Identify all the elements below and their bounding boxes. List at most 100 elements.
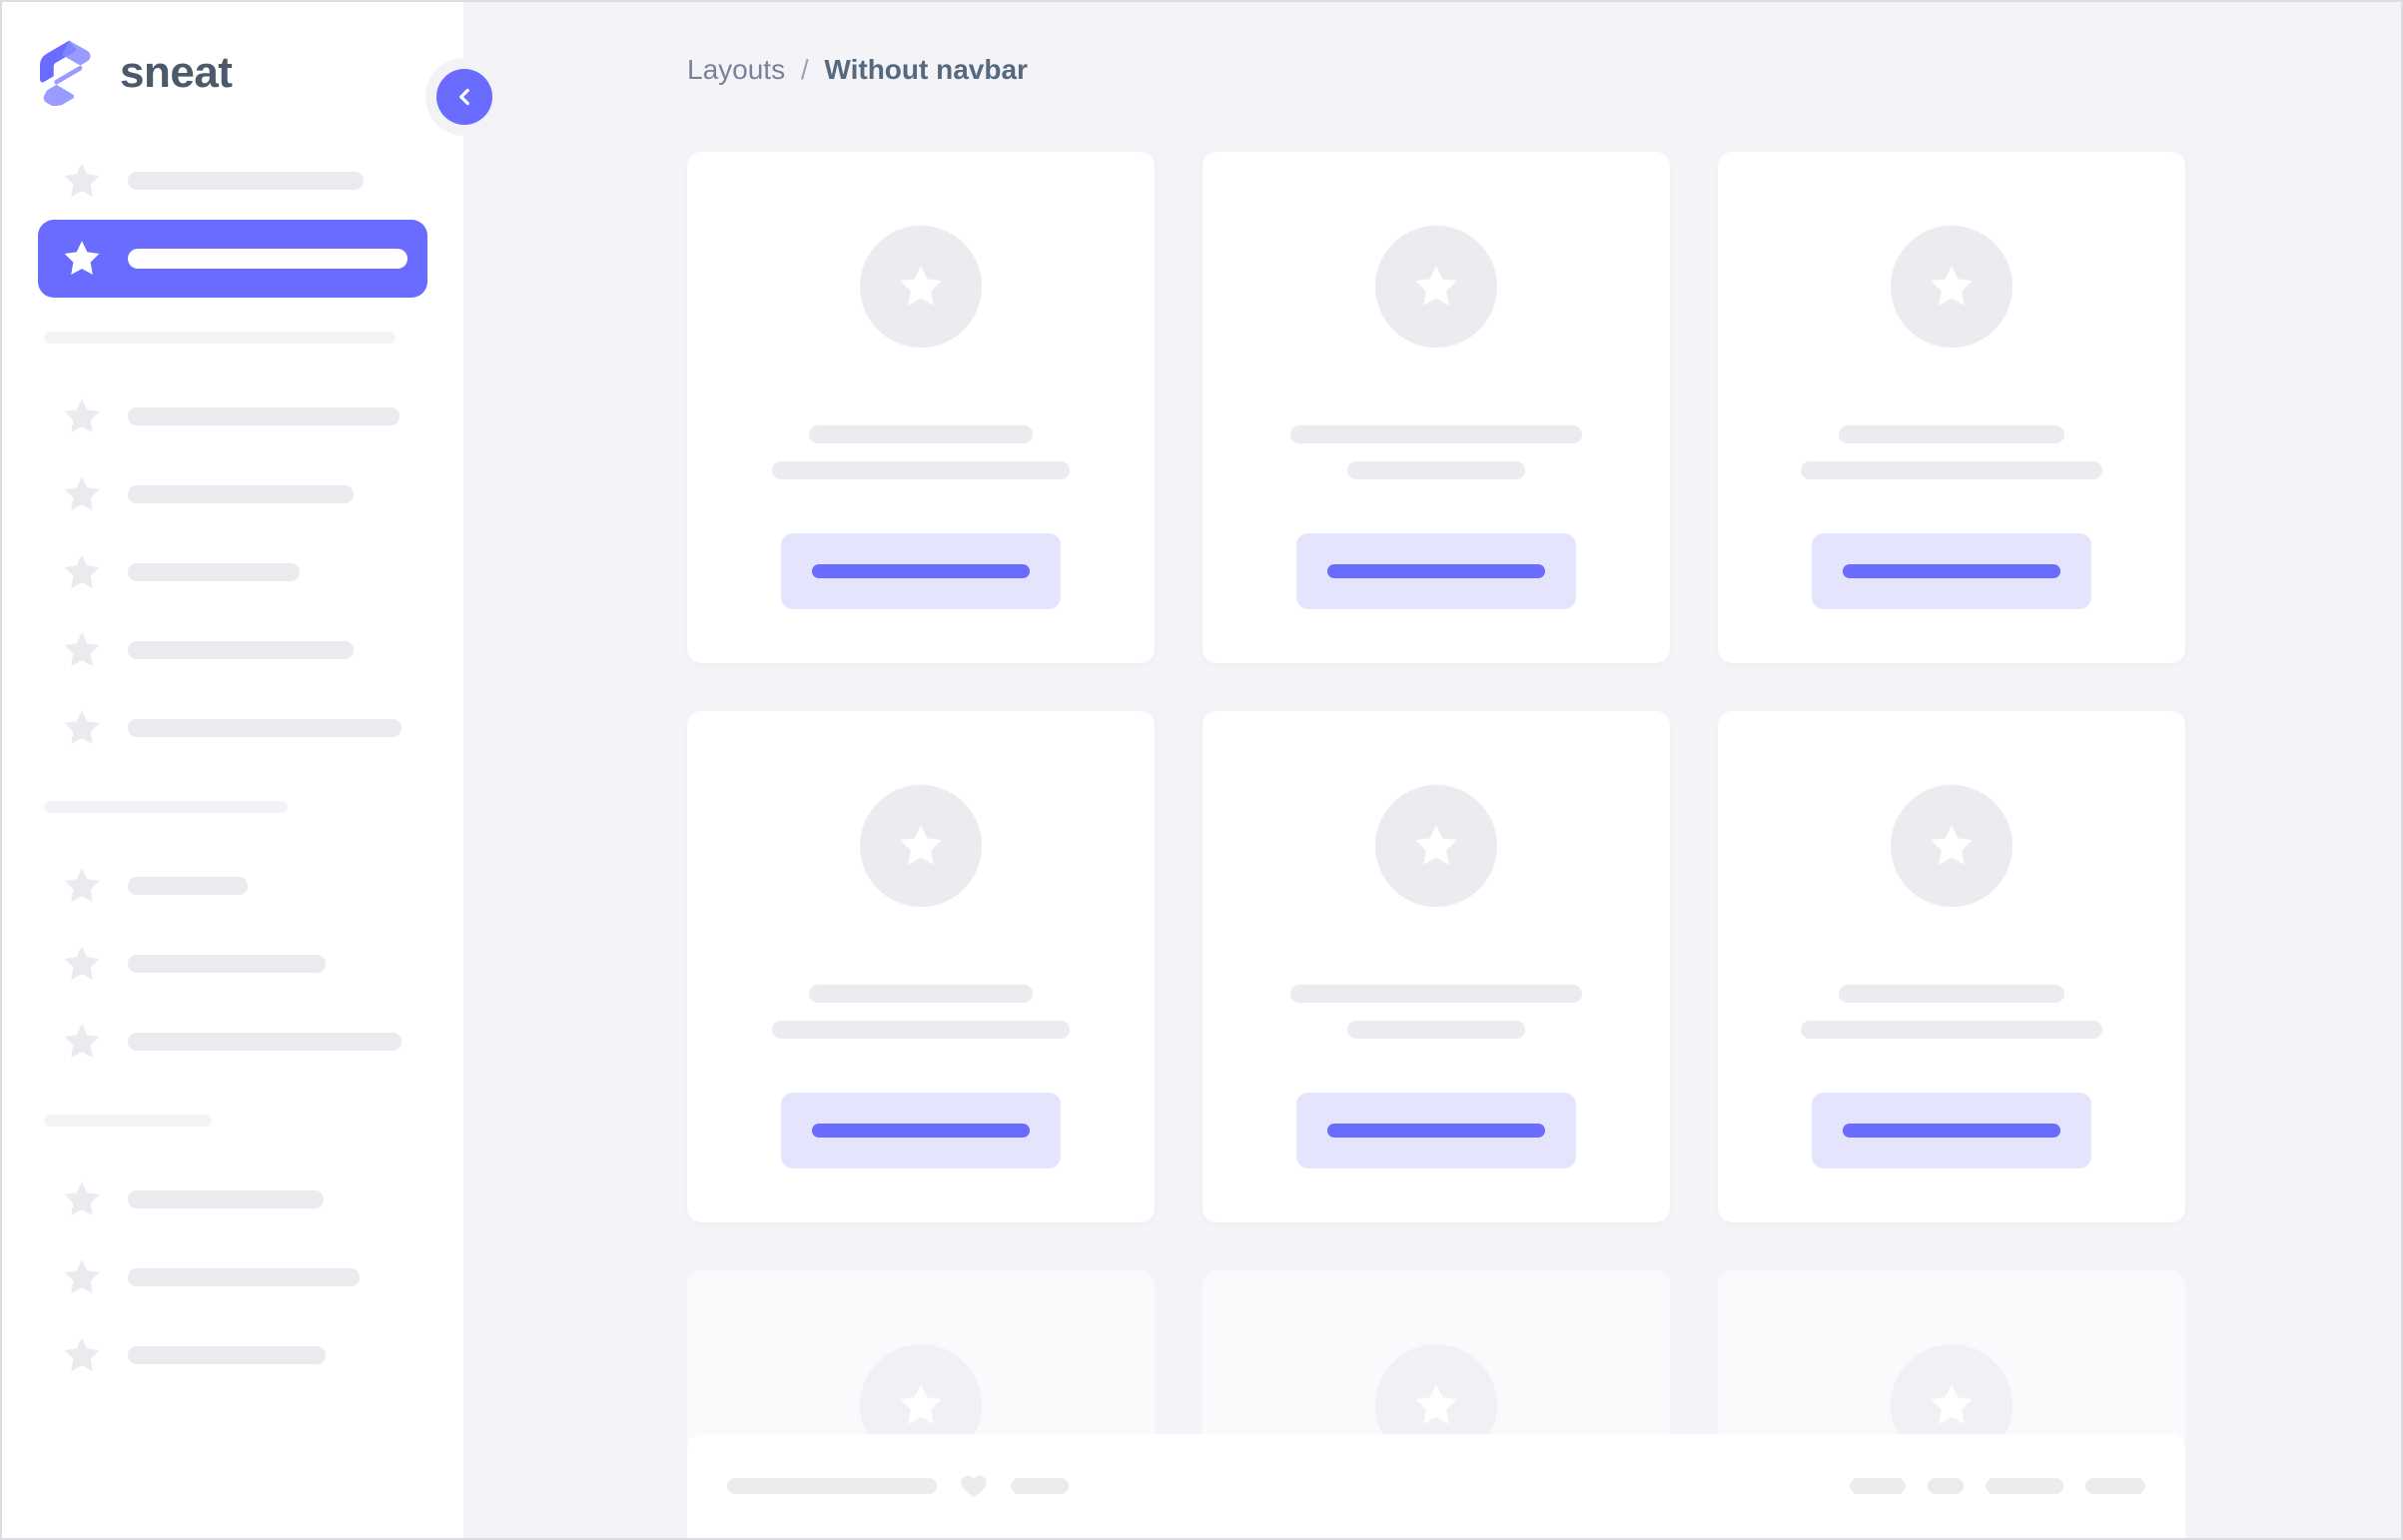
card-button-label-placeholder: [1327, 1124, 1545, 1138]
card-avatar: [1375, 226, 1497, 348]
sidebar-item-label-placeholder: [128, 249, 407, 269]
card-title-placeholder: [1839, 425, 2064, 443]
star-icon: [1926, 820, 1978, 872]
card-button-label-placeholder: [1843, 564, 2060, 578]
sidebar-item[interactable]: [38, 455, 427, 533]
card-button-label-placeholder: [1327, 564, 1545, 578]
sidebar-item-label-placeholder: [128, 407, 400, 425]
sidebar-item-active[interactable]: [38, 220, 427, 298]
card-subtitle-placeholder: [772, 461, 1070, 479]
card-action-button[interactable]: [781, 1093, 1061, 1168]
card-avatar: [1891, 226, 2012, 348]
card-title-placeholder: [1839, 985, 2064, 1003]
card-row: [687, 711, 2185, 1222]
heart-icon: [959, 1471, 989, 1501]
card-title-placeholder: [1290, 985, 1582, 1003]
brand[interactable]: sneat: [40, 40, 233, 106]
menu-spacer: [2, 1081, 463, 1115]
star-icon: [60, 472, 104, 516]
card-action-button[interactable]: [1812, 1093, 2091, 1168]
star-icon: [60, 628, 104, 672]
skeleton-card[interactable]: [687, 711, 1155, 1222]
sidebar-item[interactable]: [38, 1003, 427, 1081]
card-avatar: [860, 226, 982, 348]
card-button-label-placeholder: [1843, 1124, 2060, 1138]
sidebar-item[interactable]: [38, 847, 427, 925]
menu-spacer: [2, 1127, 463, 1160]
brand-name: sneat: [120, 48, 233, 97]
star-icon: [60, 864, 104, 908]
sidebar-item[interactable]: [38, 1238, 427, 1316]
card-action-button[interactable]: [1296, 533, 1576, 609]
card-subtitle-placeholder: [772, 1021, 1070, 1039]
sidebar-item[interactable]: [38, 378, 427, 455]
sidebar-item-label-placeholder: [128, 641, 354, 659]
footer-text-placeholder: [1011, 1478, 1069, 1494]
star-icon: [60, 1020, 104, 1064]
footer-right-group: [1850, 1478, 2145, 1494]
menu-spacer: [2, 344, 463, 378]
footer-left-group: [727, 1471, 1069, 1501]
star-icon: [60, 1255, 104, 1299]
sidebar-item[interactable]: [38, 689, 427, 767]
footer-link-placeholder[interactable]: [1850, 1478, 1906, 1494]
star-icon: [1926, 261, 1978, 313]
star-icon: [60, 1177, 104, 1221]
sidebar-item-label-placeholder: [128, 1268, 360, 1286]
star-icon: [60, 706, 104, 750]
skeleton-card[interactable]: [1718, 711, 2185, 1222]
sidebar-item-label-placeholder: [128, 563, 300, 581]
card-button-label-placeholder: [812, 1124, 1030, 1138]
sidebar-item-label-placeholder: [128, 1346, 326, 1364]
card-button-label-placeholder: [812, 564, 1030, 578]
menu-section-divider: [44, 332, 396, 344]
skeleton-card[interactable]: [1202, 711, 1670, 1222]
star-icon: [60, 237, 104, 281]
menu-spacer: [2, 813, 463, 847]
skeleton-card[interactable]: [1718, 152, 2185, 663]
breadcrumb-parent[interactable]: Layouts: [687, 54, 786, 85]
skeleton-card[interactable]: [1202, 152, 1670, 663]
star-icon: [60, 394, 104, 438]
menu-spacer: [2, 767, 463, 801]
footer-link-placeholder[interactable]: [1928, 1478, 1964, 1494]
card-subtitle-placeholder: [1801, 461, 2102, 479]
sidebar-item-label-placeholder: [128, 1190, 324, 1208]
star-icon: [895, 1379, 947, 1431]
card-action-button[interactable]: [781, 533, 1061, 609]
card-action-button[interactable]: [1296, 1093, 1576, 1168]
card-action-button[interactable]: [1812, 533, 2091, 609]
breadcrumb: Layouts / Without navbar: [687, 54, 1028, 86]
card-subtitle-placeholder: [1347, 461, 1525, 479]
chevron-left-icon: [436, 69, 492, 125]
card-row: [687, 152, 2185, 663]
sidebar-item[interactable]: [38, 1160, 427, 1238]
sidebar-item-label-placeholder: [128, 485, 354, 503]
star-icon: [1410, 261, 1462, 313]
card-avatar: [1891, 785, 2012, 907]
footer-text-placeholder: [727, 1478, 937, 1494]
star-icon: [1410, 820, 1462, 872]
footer-link-placeholder[interactable]: [1986, 1478, 2063, 1494]
card-title-placeholder: [809, 425, 1033, 443]
sidebar-item[interactable]: [38, 611, 427, 689]
footer-link-placeholder[interactable]: [2085, 1478, 2145, 1494]
card-avatar: [1375, 785, 1497, 907]
sidebar-collapse-toggle[interactable]: [425, 58, 503, 136]
sidebar-item[interactable]: [38, 1316, 427, 1394]
sidebar-item[interactable]: [38, 142, 427, 220]
star-icon: [60, 550, 104, 594]
sidebar-item-label-placeholder: [128, 719, 401, 737]
sneat-s-logo-icon: [40, 40, 102, 106]
card-subtitle-placeholder: [1347, 1021, 1525, 1039]
sidebar: sneat: [2, 2, 503, 1538]
card-subtitle-placeholder: [1801, 1021, 2102, 1039]
card-title-placeholder: [1290, 425, 1582, 443]
star-icon: [895, 820, 947, 872]
card-avatar: [860, 785, 982, 907]
sidebar-item-label-placeholder: [128, 1033, 401, 1051]
sidebar-item[interactable]: [38, 533, 427, 611]
sidebar-item[interactable]: [38, 925, 427, 1003]
skeleton-card[interactable]: [687, 152, 1155, 663]
